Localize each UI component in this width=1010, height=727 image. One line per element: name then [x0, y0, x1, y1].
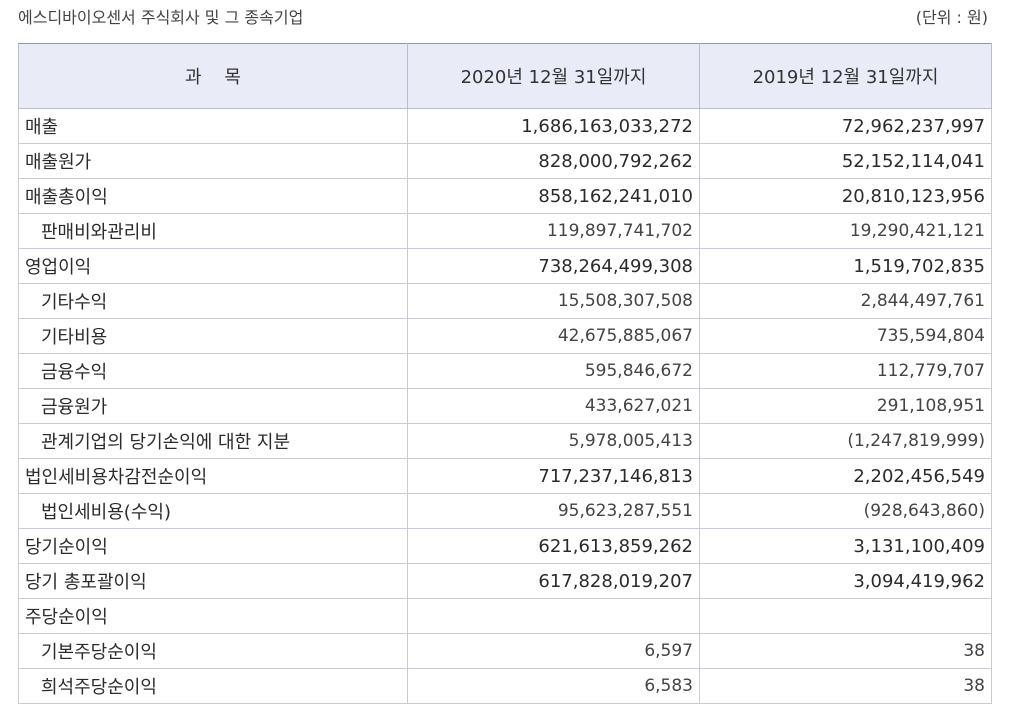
table-row: 금융원가 433,627,021 291,108,951 — [18, 388, 992, 424]
value-2020: 621,613,859,262 — [407, 528, 700, 564]
value-2020: 433,627,021 — [407, 388, 700, 424]
income-statement-table: 과 목 2020년 12월 31일까지 2019년 12월 31일까지 매출 1,… — [18, 43, 992, 704]
value-2020: 828,000,792,262 — [407, 143, 700, 179]
row-label: 기타수익 — [18, 283, 408, 319]
value-2020: 5,978,005,413 — [407, 423, 700, 459]
value-2019: 52,152,114,041 — [699, 143, 992, 179]
value-2020: 738,264,499,308 — [407, 248, 700, 284]
table-row: 당기 총포괄이익 617,828,019,207 3,094,419,962 — [18, 563, 992, 599]
value-2019: (928,643,860) — [699, 493, 992, 529]
value-2020: 119,897,741,702 — [407, 213, 700, 249]
row-label: 당기 총포괄이익 — [18, 563, 408, 599]
value-2020: 6,583 — [407, 668, 700, 704]
row-label: 주당순이익 — [18, 598, 408, 634]
row-label: 법인세비용차감전순이익 — [18, 458, 408, 494]
value-2020: 42,675,885,067 — [407, 318, 700, 354]
row-label: 매출총이익 — [18, 178, 408, 214]
value-2019: 112,779,707 — [699, 353, 992, 389]
row-label: 금융수익 — [18, 353, 408, 389]
table-row: 희석주당순이익 6,583 38 — [18, 668, 992, 704]
header-2020: 2020년 12월 31일까지 — [407, 43, 700, 109]
row-label: 기본주당순이익 — [18, 633, 408, 669]
table-row: 주당순이익 — [18, 598, 992, 634]
unit-label: (단위 : 원) — [915, 8, 988, 27]
value-2019: 72,962,237,997 — [699, 108, 992, 144]
value-2019: (1,247,819,999) — [699, 423, 992, 459]
table-row: 법인세비용차감전순이익 717,237,146,813 2,202,456,549 — [18, 458, 992, 494]
table-row: 당기순이익 621,613,859,262 3,131,100,409 — [18, 528, 992, 564]
value-2020 — [407, 598, 700, 634]
value-2019: 38 — [699, 668, 992, 704]
value-2020: 95,623,287,551 — [407, 493, 700, 529]
value-2019: 3,094,419,962 — [699, 563, 992, 599]
table-body: 매출 1,686,163,033,272 72,962,237,997 매출원가 828… — [18, 108, 992, 704]
value-2019: 3,131,100,409 — [699, 528, 992, 564]
row-label: 관계기업의 당기손익에 대한 지분 — [18, 423, 408, 459]
table-row: 매출 1,686,163,033,272 72,962,237,997 — [18, 108, 992, 144]
row-label: 매출원가 — [18, 143, 408, 179]
value-2020: 595,846,672 — [407, 353, 700, 389]
table-row: 기본주당순이익 6,597 38 — [18, 633, 992, 669]
row-label: 당기순이익 — [18, 528, 408, 564]
header-item: 과 목 — [18, 43, 408, 109]
table-row: 기타수익 15,508,307,508 2,844,497,761 — [18, 283, 992, 319]
value-2020: 858,162,241,010 — [407, 178, 700, 214]
value-2019: 291,108,951 — [699, 388, 992, 424]
row-label: 금융원가 — [18, 388, 408, 424]
value-2019: 20,810,123,956 — [699, 178, 992, 214]
value-2019: 2,844,497,761 — [699, 283, 992, 319]
row-label: 매출 — [18, 108, 408, 144]
table-row: 매출원가 828,000,792,262 52,152,114,041 — [18, 143, 992, 179]
value-2019: 2,202,456,549 — [699, 458, 992, 494]
value-2020: 1,686,163,033,272 — [407, 108, 700, 144]
header-row: 과 목 2020년 12월 31일까지 2019년 12월 31일까지 — [18, 43, 992, 109]
row-label: 판매비와관리비 — [18, 213, 408, 249]
table-row: 영업이익 738,264,499,308 1,519,702,835 — [18, 248, 992, 284]
table-row: 기타비용 42,675,885,067 735,594,804 — [18, 318, 992, 354]
table-row: 법인세비용(수익) 95,623,287,551 (928,643,860) — [18, 493, 992, 529]
value-2020: 6,597 — [407, 633, 700, 669]
value-2019 — [699, 598, 992, 634]
value-2020: 717,237,146,813 — [407, 458, 700, 494]
table-caption: 에스디바이오센서 주식회사 및 그 종속기업 (단위 : 원) — [18, 5, 990, 31]
row-label: 영업이익 — [18, 248, 408, 284]
header-2019: 2019년 12월 31일까지 — [699, 43, 992, 109]
company-name: 에스디바이오센서 주식회사 및 그 종속기업 — [18, 8, 304, 27]
row-label: 법인세비용(수익) — [18, 493, 408, 529]
table-row: 매출총이익 858,162,241,010 20,810,123,956 — [18, 178, 992, 214]
value-2019: 19,290,421,121 — [699, 213, 992, 249]
table-row: 판매비와관리비 119,897,741,702 19,290,421,121 — [18, 213, 992, 249]
value-2019: 1,519,702,835 — [699, 248, 992, 284]
value-2019: 38 — [699, 633, 992, 669]
table-row: 금융수익 595,846,672 112,779,707 — [18, 353, 992, 389]
row-label: 기타비용 — [18, 318, 408, 354]
value-2019: 735,594,804 — [699, 318, 992, 354]
value-2020: 15,508,307,508 — [407, 283, 700, 319]
value-2020: 617,828,019,207 — [407, 563, 700, 599]
table-row: 관계기업의 당기손익에 대한 지분 5,978,005,413 (1,247,819… — [18, 423, 992, 459]
row-label: 희석주당순이익 — [18, 668, 408, 704]
